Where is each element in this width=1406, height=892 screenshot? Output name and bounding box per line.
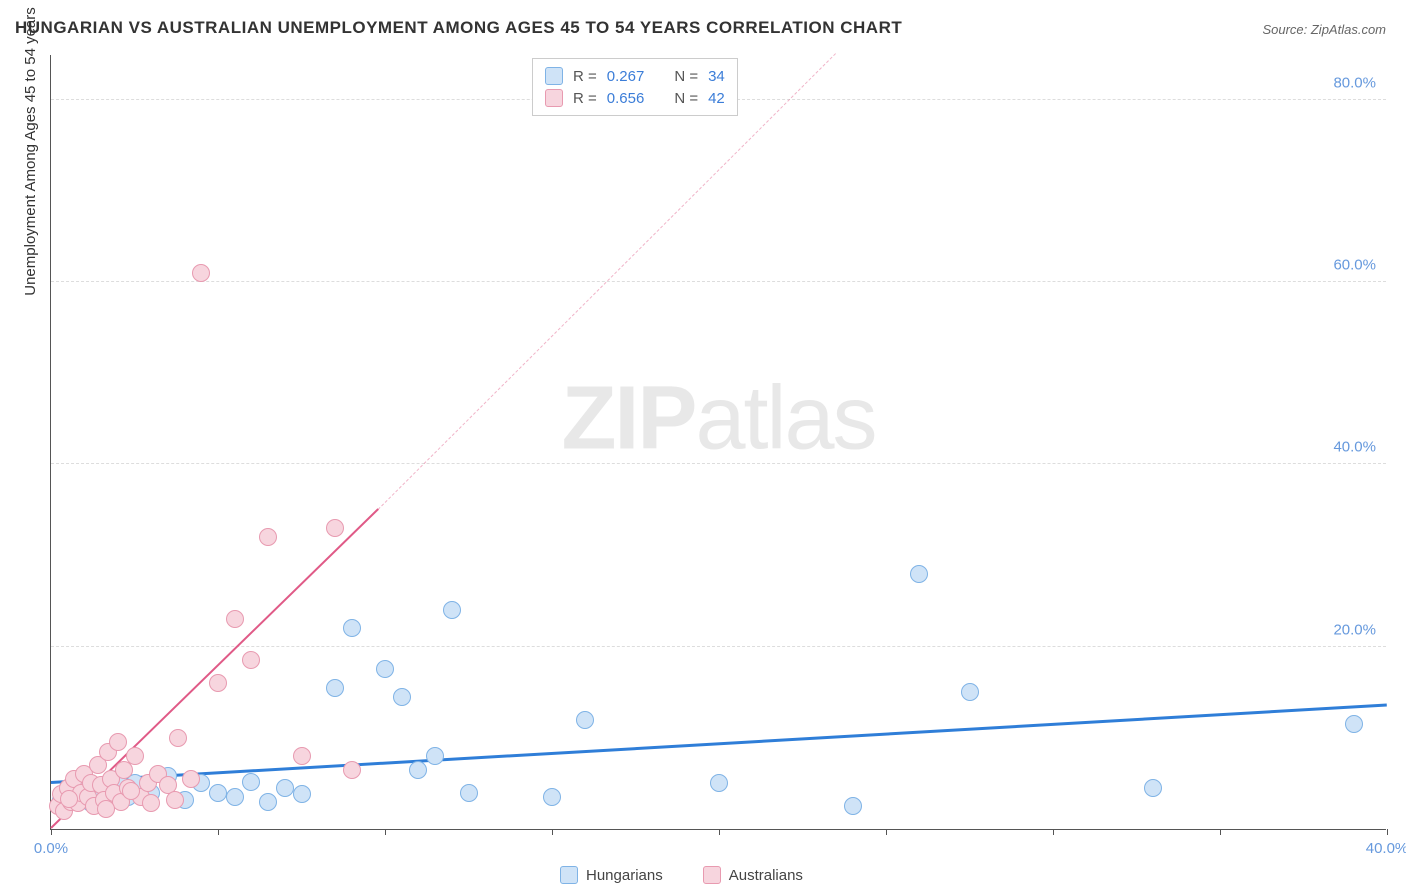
x-tick — [385, 829, 386, 835]
legend-label: Hungarians — [586, 867, 663, 884]
scatter-point — [293, 747, 311, 765]
scatter-point — [1345, 715, 1363, 733]
x-tick — [1220, 829, 1221, 835]
scatter-point — [326, 519, 344, 537]
scatter-point — [259, 528, 277, 546]
plot-area: ZIPatlas 20.0%40.0%60.0%80.0%0.0%40.0% — [50, 55, 1386, 830]
n-value: 34 — [708, 68, 725, 85]
r-label: R = — [573, 68, 597, 85]
scatter-point — [242, 773, 260, 791]
scatter-point — [543, 788, 561, 806]
legend-swatch — [545, 67, 563, 85]
scatter-point — [844, 797, 862, 815]
scatter-point — [343, 619, 361, 637]
x-tick — [1053, 829, 1054, 835]
x-tick — [1387, 829, 1388, 835]
source-attribution: Source: ZipAtlas.com — [1262, 22, 1386, 37]
x-tick-label: 0.0% — [34, 840, 68, 857]
scatter-point — [276, 779, 294, 797]
scatter-point — [409, 761, 427, 779]
scatter-point — [126, 747, 144, 765]
y-axis-label: Unemployment Among Ages 45 to 54 years — [22, 7, 39, 296]
gridline — [51, 463, 1386, 464]
scatter-point — [192, 264, 210, 282]
x-tick — [218, 829, 219, 835]
scatter-point — [169, 729, 187, 747]
scatter-point — [226, 610, 244, 628]
scatter-point — [209, 674, 227, 692]
r-value: 0.267 — [607, 68, 645, 85]
y-tick-label: 80.0% — [1333, 74, 1376, 91]
scatter-point — [460, 784, 478, 802]
scatter-point — [343, 761, 361, 779]
x-tick — [886, 829, 887, 835]
scatter-point — [293, 785, 311, 803]
series-legend: Hungarians Australians — [560, 866, 803, 884]
r-value: 0.656 — [607, 90, 645, 107]
legend-swatch — [703, 866, 721, 884]
stats-legend: R = 0.267 N = 34 R = 0.656 N = 42 — [532, 58, 738, 116]
n-label: N = — [674, 68, 698, 85]
scatter-point — [242, 651, 260, 669]
scatter-point — [961, 683, 979, 701]
legend-item: Australians — [703, 866, 803, 884]
y-tick-label: 40.0% — [1333, 439, 1376, 456]
scatter-point — [376, 660, 394, 678]
scatter-point — [226, 788, 244, 806]
legend-item: Hungarians — [560, 866, 663, 884]
scatter-point — [910, 565, 928, 583]
scatter-point — [443, 601, 461, 619]
n-label: N = — [674, 90, 698, 107]
scatter-point — [576, 711, 594, 729]
stats-legend-row: R = 0.267 N = 34 — [545, 65, 725, 87]
scatter-point — [122, 782, 140, 800]
trendline — [51, 703, 1387, 783]
scatter-point — [1144, 779, 1162, 797]
gridline — [51, 646, 1386, 647]
scatter-point — [326, 679, 344, 697]
scatter-point — [109, 733, 127, 751]
x-tick — [552, 829, 553, 835]
y-tick-label: 20.0% — [1333, 621, 1376, 638]
scatter-point — [259, 793, 277, 811]
legend-label: Australians — [729, 867, 803, 884]
gridline — [51, 281, 1386, 282]
y-tick-label: 60.0% — [1333, 256, 1376, 273]
x-tick — [719, 829, 720, 835]
n-value: 42 — [708, 90, 725, 107]
legend-swatch — [560, 866, 578, 884]
r-label: R = — [573, 90, 597, 107]
scatter-point — [209, 784, 227, 802]
watermark: ZIPatlas — [561, 367, 875, 470]
x-tick-label: 40.0% — [1366, 840, 1406, 857]
scatter-point — [166, 791, 184, 809]
legend-swatch — [545, 89, 563, 107]
scatter-point — [142, 794, 160, 812]
scatter-point — [710, 774, 728, 792]
scatter-point — [97, 800, 115, 818]
scatter-point — [182, 770, 200, 788]
chart-title: HUNGARIAN VS AUSTRALIAN UNEMPLOYMENT AMO… — [15, 18, 902, 38]
scatter-point — [60, 790, 78, 808]
scatter-point — [393, 688, 411, 706]
correlation-chart: HUNGARIAN VS AUSTRALIAN UNEMPLOYMENT AMO… — [0, 0, 1406, 892]
stats-legend-row: R = 0.656 N = 42 — [545, 87, 725, 109]
scatter-point — [426, 747, 444, 765]
x-tick — [51, 829, 52, 835]
